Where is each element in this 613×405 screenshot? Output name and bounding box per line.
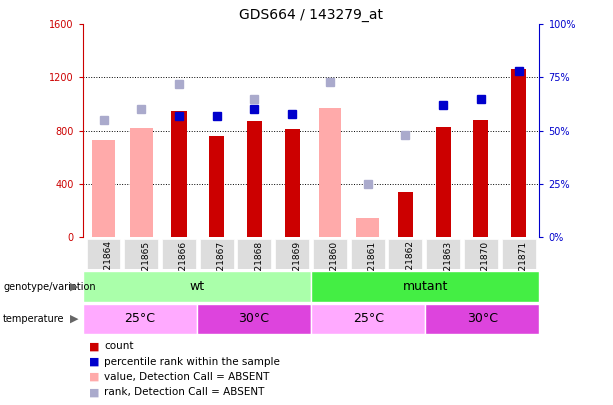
Text: GSM21871: GSM21871: [519, 241, 528, 290]
FancyBboxPatch shape: [124, 239, 158, 269]
Bar: [319, 108, 341, 237]
Text: ■: ■: [89, 372, 99, 382]
Text: 30°C: 30°C: [467, 312, 498, 326]
Bar: [209, 136, 224, 237]
FancyBboxPatch shape: [275, 239, 309, 269]
Text: ■: ■: [89, 357, 99, 367]
FancyBboxPatch shape: [311, 271, 539, 302]
Bar: [436, 127, 451, 237]
FancyBboxPatch shape: [425, 304, 539, 334]
Text: ▶: ▶: [70, 282, 78, 292]
FancyBboxPatch shape: [83, 304, 197, 334]
Bar: [172, 111, 186, 237]
Text: temperature: temperature: [3, 314, 64, 324]
FancyBboxPatch shape: [351, 239, 385, 269]
FancyBboxPatch shape: [86, 239, 121, 269]
Bar: [130, 128, 153, 237]
Text: 25°C: 25°C: [352, 312, 384, 326]
Bar: [398, 192, 413, 237]
FancyBboxPatch shape: [200, 239, 234, 269]
Text: GSM21867: GSM21867: [217, 241, 226, 290]
Text: ■: ■: [89, 341, 99, 351]
FancyBboxPatch shape: [311, 304, 425, 334]
Bar: [247, 122, 262, 237]
Text: GSM21864: GSM21864: [104, 241, 113, 290]
Bar: [284, 129, 300, 237]
Text: GSM21862: GSM21862: [405, 241, 414, 290]
Text: count: count: [104, 341, 134, 351]
Text: rank, Detection Call = ABSENT: rank, Detection Call = ABSENT: [104, 388, 265, 397]
Text: 30°C: 30°C: [238, 312, 270, 326]
Title: GDS664 / 143279_at: GDS664 / 143279_at: [239, 8, 383, 22]
Text: GSM21861: GSM21861: [368, 241, 377, 290]
FancyBboxPatch shape: [313, 239, 347, 269]
Bar: [473, 120, 489, 237]
FancyBboxPatch shape: [501, 239, 536, 269]
Text: GSM21866: GSM21866: [179, 241, 188, 290]
FancyBboxPatch shape: [464, 239, 498, 269]
Text: ■: ■: [89, 388, 99, 397]
FancyBboxPatch shape: [237, 239, 272, 269]
Text: GSM21869: GSM21869: [292, 241, 301, 290]
Text: GSM21860: GSM21860: [330, 241, 339, 290]
FancyBboxPatch shape: [389, 239, 422, 269]
FancyBboxPatch shape: [83, 271, 311, 302]
Text: wt: wt: [189, 280, 205, 293]
Text: GSM21868: GSM21868: [254, 241, 264, 290]
Text: 25°C: 25°C: [124, 312, 155, 326]
Text: GSM21865: GSM21865: [141, 241, 150, 290]
Text: mutant: mutant: [403, 280, 448, 293]
Text: GSM21870: GSM21870: [481, 241, 490, 290]
Text: genotype/variation: genotype/variation: [3, 282, 96, 292]
Text: ▶: ▶: [70, 314, 78, 324]
FancyBboxPatch shape: [197, 304, 311, 334]
FancyBboxPatch shape: [426, 239, 460, 269]
Text: GSM21863: GSM21863: [443, 241, 452, 290]
Text: value, Detection Call = ABSENT: value, Detection Call = ABSENT: [104, 372, 270, 382]
FancyBboxPatch shape: [162, 239, 196, 269]
Bar: [356, 218, 379, 237]
Bar: [92, 140, 115, 237]
Bar: [511, 70, 526, 237]
Text: percentile rank within the sample: percentile rank within the sample: [104, 357, 280, 367]
